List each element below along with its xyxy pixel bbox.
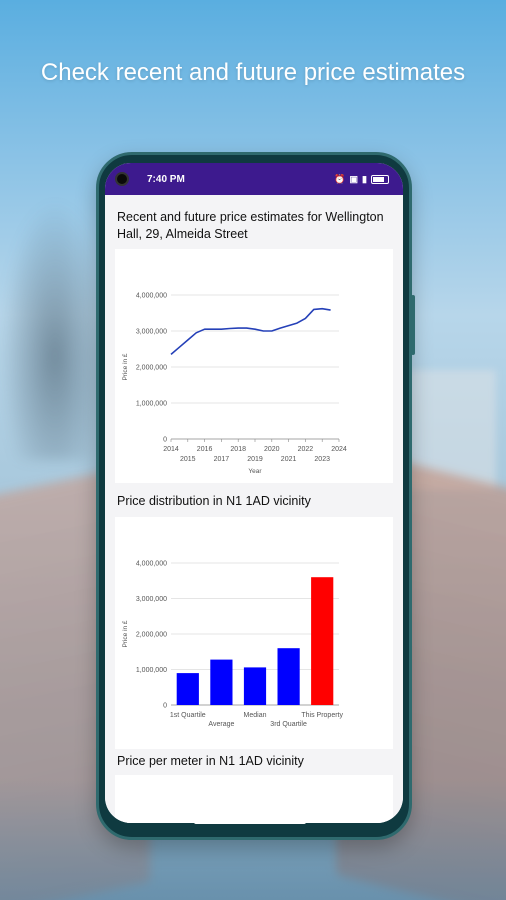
x-tick-label: 2015: [180, 456, 196, 463]
x-tick-label: 2024: [331, 446, 347, 453]
bar: [243, 667, 267, 705]
status-icons: ⏰ ▣ ▮: [334, 174, 389, 184]
signal-icon: ▮: [362, 174, 367, 184]
estimates-chart-card: 0 1,000,000 2,000,000 3,000,000 4,000,000 201…: [115, 249, 393, 483]
y-tick-label: 4,000,000: [136, 293, 167, 300]
y-axis-label: Price in £: [122, 620, 129, 647]
x-tick-label: 2022: [298, 446, 314, 453]
estimates-title: Recent and future price estimates for We…: [117, 210, 384, 241]
y-tick-label: 0: [163, 437, 167, 444]
y-tick-label: 2,000,000: [136, 365, 167, 372]
price-distribution-bar-chart: 0 1,000,000 2,000,000 3,000,000 4,000,000 1st…: [122, 561, 344, 729]
bar: [176, 673, 199, 705]
alarm-icon: ⏰: [334, 174, 346, 184]
x-tick-label: 2023: [314, 456, 330, 463]
y-tick-label: 3,000,000: [136, 329, 167, 336]
y-tick-label: 1,000,000: [136, 401, 167, 408]
x-tick-label: 2014: [163, 446, 179, 453]
category-label: Average: [208, 721, 234, 728]
category-label: This Property: [301, 712, 343, 719]
x-tick-label: 2020: [264, 446, 280, 453]
distribution-chart-card: 0 1,000,000 2,000,000 3,000,000 4,000,000 1st…: [115, 517, 393, 749]
x-tick-label: 2018: [230, 446, 246, 453]
bar: [277, 648, 300, 705]
category-label: Median: [244, 712, 267, 719]
category-label: 1st Quartile: [170, 712, 206, 719]
phone-side-button: [411, 295, 415, 355]
category-label: 3rd Quartile: [270, 721, 307, 728]
series-line: [170, 307, 331, 356]
per-meter-title: Price per meter in N1 1AD vicinity: [117, 754, 304, 768]
y-tick-label: 0: [163, 703, 167, 710]
background-tree: [0, 200, 110, 460]
phone-screen: 7:40 PM ⏰ ▣ ▮ Recent and future price es…: [105, 163, 403, 823]
x-axis-label: Year: [248, 468, 262, 475]
distribution-title: Price distribution in N1 1AD vicinity: [117, 494, 311, 508]
battery-icon: [371, 174, 389, 184]
y-tick-label: 1,000,000: [136, 667, 167, 674]
home-indicator[interactable]: [194, 820, 306, 824]
bar: [210, 659, 233, 705]
sim-icon: ▣: [349, 174, 359, 184]
app-content[interactable]: Recent and future price estimates for We…: [105, 195, 403, 823]
x-tick-label: 2016: [197, 446, 213, 453]
x-tick-label: 2021: [281, 456, 297, 463]
y-axis-label: Price in £: [122, 353, 129, 380]
per-meter-chart-card: [115, 775, 393, 823]
status-time: 7:40 PM: [147, 173, 185, 185]
status-bar: 7:40 PM ⏰ ▣ ▮: [105, 163, 403, 195]
x-tick-label: 2019: [247, 456, 263, 463]
price-estimates-line-chart: 0 1,000,000 2,000,000 3,000,000 4,000,000 201…: [122, 293, 347, 476]
x-tick-label: 2017: [214, 456, 230, 463]
phone-frame: 7:40 PM ⏰ ▣ ▮ Recent and future price es…: [96, 152, 415, 840]
y-tick-label: 3,000,000: [136, 596, 167, 603]
bar: [311, 577, 334, 705]
y-tick-label: 4,000,000: [136, 561, 167, 568]
promo-headline: Check recent and future price estimates: [40, 59, 466, 86]
camera-icon: [115, 172, 129, 186]
y-tick-label: 2,000,000: [136, 632, 167, 639]
